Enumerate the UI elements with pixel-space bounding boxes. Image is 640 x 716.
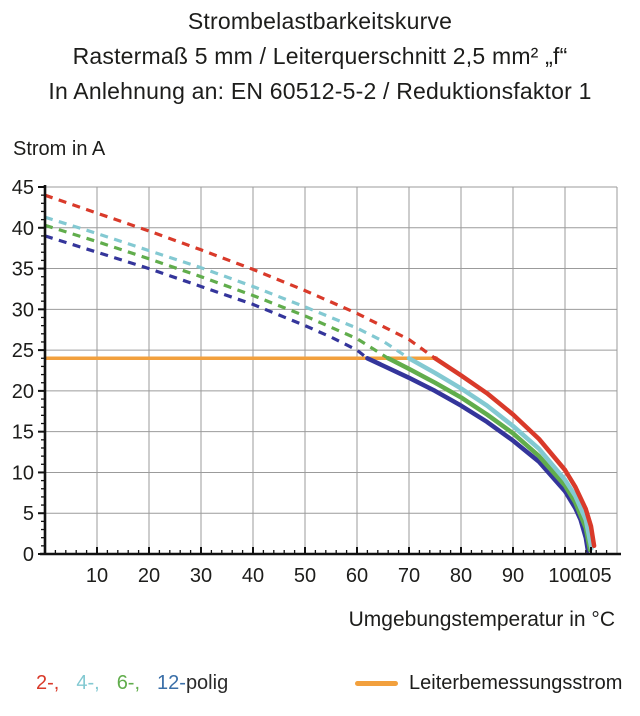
svg-text:30: 30 [12,299,34,321]
svg-text:40: 40 [242,565,264,587]
svg-text:25: 25 [12,340,34,362]
derating-curve-plot: 0 5 10 15 20 25 30 35 40 45 10 20 30 40 50 60 70 80 90 1001… [12,177,621,587]
svg-text:105: 105 [578,565,611,587]
svg-text:70: 70 [398,565,420,587]
svg-text:5: 5 [23,503,34,525]
svg-text:15: 15 [12,422,34,444]
legend-rated-current: Leiterbemessungsstrom [355,672,622,695]
rated-current-line-swatch [355,681,398,686]
legend-item-12polig: 12- [157,672,186,694]
svg-text:50: 50 [294,565,316,587]
legend-polig-suffix: polig [185,672,229,694]
y-axis-label: Strom in A [13,138,106,160]
chart-title-block: Strombelastbarkeitskurve Rastermaß 5 mm … [0,4,640,109]
svg-text:80: 80 [450,565,472,587]
chart-title-line2: Rastermaß 5 mm / Leiterquerschnitt 2,5 m… [72,43,568,69]
legend-item-6polig: 6-, [116,672,141,694]
legend-item-12polig-group: 12- polig [157,672,228,695]
svg-text:10: 10 [86,565,108,587]
svg-text:30: 30 [190,565,212,587]
svg-text:0: 0 [23,544,34,566]
svg-text:20: 20 [138,565,160,587]
svg-text:40: 40 [12,218,34,240]
svg-text:100: 100 [548,565,581,587]
svg-text:10: 10 [12,462,34,484]
svg-text:35: 35 [12,259,34,281]
chart-title-line3: In Anlehnung an: EN 60512-5-2 / Reduktio… [48,78,592,104]
legend-pole-counts: 2-, 4-, 6-, 12- polig [36,672,228,695]
chart-title-line1: Strombelastbarkeitskurve [187,8,453,34]
legend-item-2polig: 2-, [36,672,60,694]
svg-text:90: 90 [502,565,524,587]
svg-text:60: 60 [346,565,368,587]
legend-row: 2-, 4-, 6-, 12- polig Leiterbemessungsst… [0,672,640,706]
x-axis-label: Umgebungstemperatur in °C [348,608,615,631]
svg-text:20: 20 [12,381,34,403]
legend-item-4polig: 4-, [76,672,100,694]
rated-current-label: Leiterbemessungsstrom [409,672,623,694]
svg-text:45: 45 [12,177,34,199]
